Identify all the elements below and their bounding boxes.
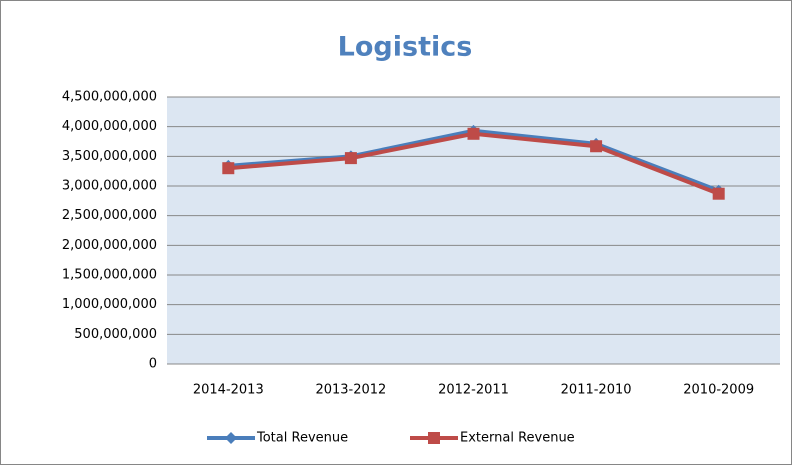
- legend-marker: [225, 432, 237, 444]
- point-marker: [590, 140, 603, 153]
- plot-area: [167, 97, 780, 364]
- y-tick-label: 500,000,000: [74, 327, 157, 342]
- x-tick-label: 2014-2013: [193, 383, 264, 398]
- chart-title: Logistics: [338, 32, 473, 63]
- y-tick-label: 4,000,000,000: [62, 119, 157, 134]
- point-marker: [344, 152, 357, 165]
- x-tick-label: 2012-2011: [438, 383, 509, 398]
- y-tick-label: 2,000,000,000: [62, 238, 157, 253]
- y-tick-label: 1,000,000,000: [62, 297, 157, 312]
- y-tick-label: 3,500,000,000: [62, 149, 157, 164]
- legend-label: Total Revenue: [256, 431, 348, 446]
- y-tick-label: 1,500,000,000: [62, 268, 157, 283]
- point-marker: [467, 127, 480, 140]
- x-tick-label: 2013-2012: [315, 383, 386, 398]
- legend-marker: [428, 432, 440, 444]
- y-tick-label: 3,000,000,000: [62, 179, 157, 194]
- legend-label: External Revenue: [460, 431, 575, 446]
- y-tick-label: 2,500,000,000: [62, 208, 157, 223]
- x-tick-label: 2011-2010: [561, 383, 632, 398]
- x-tick-label: 2010-2009: [683, 383, 754, 398]
- point-marker: [222, 162, 235, 175]
- y-tick-label: 0: [149, 357, 157, 372]
- y-tick-label: 4,500,000,000: [62, 90, 157, 105]
- point-marker: [712, 187, 725, 200]
